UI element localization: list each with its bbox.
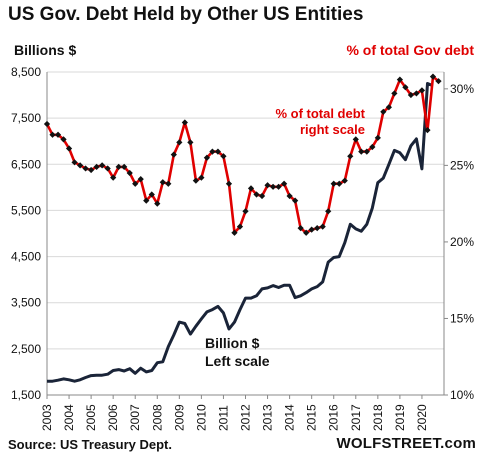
percent-point (54, 131, 62, 138)
x-tick-label: 2013 (261, 404, 275, 431)
left-tick-label: 6,500 (11, 157, 41, 171)
right-tick-label: 30% (450, 82, 474, 96)
annotation-billion: Billion $ (205, 335, 260, 351)
percent-point (71, 159, 78, 166)
x-tick-label: 2020 (415, 404, 429, 431)
percent-point (247, 185, 255, 192)
percent-point (314, 225, 321, 232)
percent-point (49, 131, 56, 138)
percent-point (231, 229, 238, 236)
left-tick-label: 1,500 (11, 388, 41, 402)
x-tick-label: 2011 (216, 405, 230, 431)
percent-point (203, 154, 211, 161)
x-tick-label: 2015 (305, 404, 319, 431)
left-tick-label: 2,500 (11, 342, 41, 356)
percent-point (65, 145, 73, 152)
x-axis: 2003 2004 2005 2006 2007 2008 2009 2010 2011 2012… (40, 395, 429, 431)
percent-point (165, 180, 172, 187)
x-tick-label: 2019 (393, 404, 407, 431)
percent-point (242, 208, 249, 215)
source-note: Source: US Treasury Dept. (8, 437, 172, 452)
percent-point (126, 169, 133, 177)
percent-point (220, 153, 227, 160)
percent-point (198, 174, 205, 181)
percent-point (60, 136, 67, 143)
x-tick-label: 2016 (327, 404, 341, 431)
percent-point (99, 162, 106, 169)
right-tick-label: 15% (450, 311, 474, 325)
percent-point (87, 166, 95, 174)
left-tick-label: 3,500 (11, 296, 41, 310)
right-tick-label: 10% (450, 388, 474, 402)
x-tick-label: 2009 (172, 404, 186, 431)
annotation-percent: % of total debt (275, 106, 365, 121)
percent-point (104, 165, 111, 172)
annotation-billion: Left scale (205, 353, 270, 369)
percent-point (319, 223, 326, 230)
percent-point (347, 153, 354, 160)
x-tick-label: 2010 (194, 404, 208, 431)
annotation-percent: right scale (300, 122, 365, 137)
left-tick-label: 8,500 (11, 65, 41, 79)
debt-series-line (47, 82, 434, 383)
left-tick-label: 5,500 (11, 203, 41, 217)
percent-point (143, 197, 150, 204)
percent-point (253, 191, 260, 198)
x-tick-label: 2005 (84, 404, 98, 431)
x-tick-label: 2007 (128, 404, 142, 431)
right-tick-label: 20% (450, 235, 474, 249)
x-tick-label: 2003 (40, 404, 54, 431)
percent-point (137, 176, 144, 183)
percent-point (214, 148, 222, 155)
x-tick-label: 2017 (349, 404, 363, 431)
percent-point (154, 200, 161, 207)
x-tick-label: 2014 (283, 404, 297, 431)
percent-point (341, 177, 348, 184)
percent-point (236, 223, 244, 230)
left-axis-label: Billions $ (14, 42, 77, 58)
percent-point (303, 229, 310, 236)
percent-point (159, 179, 166, 186)
percent-series-line (45, 75, 440, 234)
x-tick-label: 2008 (150, 404, 164, 431)
percent-point (187, 139, 194, 146)
percent-point (110, 174, 117, 181)
right-axis: 30% 25% 20% 15% 10% (444, 82, 474, 402)
x-tick-label: 2004 (62, 404, 76, 431)
right-tick-label: 25% (450, 158, 474, 172)
x-tick-label: 2012 (239, 404, 253, 431)
percent-point (115, 163, 122, 171)
x-tick-label: 2006 (106, 404, 120, 431)
brand-logo: WOLFSTREET.com (336, 435, 476, 452)
left-tick-label: 7,500 (11, 111, 41, 125)
percent-point (225, 180, 233, 187)
chart-title: US Gov. Debt Held by Other US Entities (8, 4, 364, 25)
percent-point (43, 120, 51, 128)
left-tick-label: 4,500 (11, 250, 41, 264)
percent-point (269, 183, 277, 190)
percent-point (181, 119, 188, 126)
left-axis: 8,500 7,500 6,500 5,500 4,500 3,500 2,500 1,500 (11, 65, 41, 402)
percent-point (330, 180, 337, 187)
x-tick-label: 2018 (371, 404, 385, 431)
right-axis-label: % of total Gov debt (346, 42, 474, 58)
percent-point (325, 208, 332, 215)
percent-point (76, 162, 84, 169)
